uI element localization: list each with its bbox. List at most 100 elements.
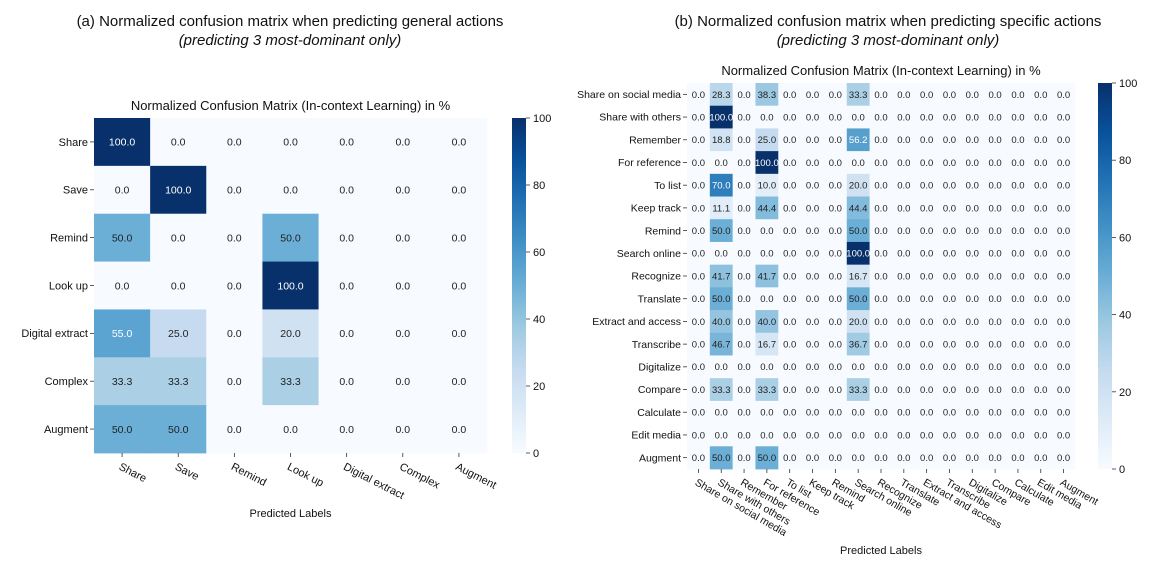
y-tick-label: Remind <box>50 232 88 244</box>
cell-value-label: 0.0 <box>227 232 242 244</box>
cell-value-label: 33.3 <box>849 90 868 101</box>
cell-value-label: 16.7 <box>849 271 868 282</box>
heatmap-cell <box>1006 332 1030 356</box>
y-tick-label: Recognize <box>631 271 681 283</box>
cell-value-label: 0.0 <box>1034 430 1047 441</box>
heatmap-cell <box>823 310 848 334</box>
heatmap-cell <box>823 151 848 175</box>
cell-value-label: 46.7 <box>712 340 731 351</box>
cell-value-label: 0.0 <box>395 185 410 197</box>
cell-value-label: 0.0 <box>1057 135 1070 146</box>
heatmap-cell <box>709 196 734 220</box>
heatmap-cell <box>94 261 151 310</box>
cell-value-label: 0.0 <box>783 453 796 464</box>
heatmap-cell <box>1006 241 1030 266</box>
cell-value-label: 0.0 <box>395 424 410 436</box>
cell-value-label: 0.0 <box>452 280 467 292</box>
heatmap-cell <box>960 446 985 470</box>
cell-value-label: 0.0 <box>783 340 796 351</box>
cell-value-label: 0.0 <box>737 135 750 146</box>
cell-value-label: 0.0 <box>874 158 887 169</box>
cell-value-label: 0.0 <box>227 328 242 340</box>
heatmap-cell <box>206 213 263 262</box>
heatmap-cell <box>150 261 207 310</box>
heatmap-cell <box>915 287 939 311</box>
cell-value-label: 0.0 <box>874 317 887 328</box>
heatmap-cell <box>960 378 985 402</box>
cell-value-label: 0.0 <box>966 181 979 192</box>
cell-value-label: 0.0 <box>1011 294 1024 305</box>
heatmap-cell <box>960 241 985 266</box>
cell-value-label: 0.0 <box>1057 408 1070 419</box>
heatmap-cell <box>960 287 985 311</box>
heatmap-cell <box>1006 219 1030 243</box>
heatmap-cell <box>732 151 756 175</box>
heatmap-cell <box>846 378 870 402</box>
cell-value-label: 40.0 <box>712 317 731 328</box>
cell-value-label: 0.0 <box>966 158 979 169</box>
heatmap-cell <box>687 241 711 266</box>
cell-value-label: 28.3 <box>712 90 731 101</box>
heatmap-cell <box>846 173 870 197</box>
heatmap-cell <box>801 105 825 129</box>
cell-value-label: 0.0 <box>1034 181 1047 192</box>
cell-value-label: 0.0 <box>966 294 979 305</box>
y-tick-label: For reference <box>618 157 681 169</box>
heatmap-cell <box>709 264 734 288</box>
cell-value-label: 0.0 <box>760 226 773 237</box>
heatmap-cell <box>846 264 870 288</box>
heatmap-cell <box>960 219 985 243</box>
heatmap-cell <box>755 310 779 334</box>
heatmap-cell <box>755 264 779 288</box>
heatmap-cell <box>915 173 939 197</box>
cell-value-label: 0.0 <box>989 271 1002 282</box>
heatmap-cell <box>1006 310 1030 334</box>
cell-value-label: 0.0 <box>737 181 750 192</box>
cell-value-label: 0.0 <box>783 112 796 123</box>
cell-value-label: 0.0 <box>966 90 979 101</box>
cell-value-label: 0.0 <box>1057 453 1070 464</box>
cell-value-label: 0.0 <box>339 280 354 292</box>
heatmap-cell <box>687 219 711 243</box>
colorbar-tick-label: 100 <box>1119 78 1137 90</box>
cell-value-label: 0.0 <box>943 453 956 464</box>
cell-value-label: 0.0 <box>783 408 796 419</box>
cell-value-label: 0.0 <box>852 112 865 123</box>
cell-value-label: 0.0 <box>829 203 842 214</box>
heatmap-cell <box>687 400 711 424</box>
heatmap-cell <box>778 264 802 288</box>
cell-value-label: 0.0 <box>989 112 1002 123</box>
cell-value-label: 0.0 <box>966 271 979 282</box>
heatmap-cell <box>960 83 985 107</box>
cell-value-label: 0.0 <box>920 271 933 282</box>
cell-value-label: 0.0 <box>692 112 705 123</box>
cell-value-label: 0.0 <box>852 430 865 441</box>
heatmap-cell <box>801 83 825 107</box>
heatmap-cell <box>915 400 939 424</box>
heatmap-cell <box>983 151 1007 175</box>
cell-value-label: 0.0 <box>692 294 705 305</box>
heatmap-cell <box>430 118 488 167</box>
heatmap-cell <box>801 446 825 470</box>
heatmap-cell <box>755 128 779 152</box>
heatmap-cell <box>892 264 916 288</box>
cell-value-label: 0.0 <box>897 112 910 123</box>
cell-value-label: 0.0 <box>966 430 979 441</box>
heatmap-cell <box>869 83 893 107</box>
cell-value-label: 16.7 <box>758 340 777 351</box>
cell-value-label: 0.0 <box>339 232 354 244</box>
heatmap-cell <box>1029 446 1053 470</box>
heatmap-cell <box>778 173 802 197</box>
cell-value-label: 0.0 <box>737 203 750 214</box>
cell-value-label: 0.0 <box>1011 385 1024 396</box>
heatmap-cell <box>1006 105 1030 129</box>
cell-value-label: 50.0 <box>712 453 731 464</box>
heatmap-cell <box>1029 423 1053 447</box>
heatmap-cell <box>1052 423 1076 447</box>
heatmap-cell <box>778 196 802 220</box>
heatmap-cell <box>960 151 985 175</box>
cell-value-label: 100.0 <box>709 112 733 123</box>
cell-value-label: 0.0 <box>452 376 467 388</box>
cell-value-label: 18.8 <box>712 135 731 146</box>
